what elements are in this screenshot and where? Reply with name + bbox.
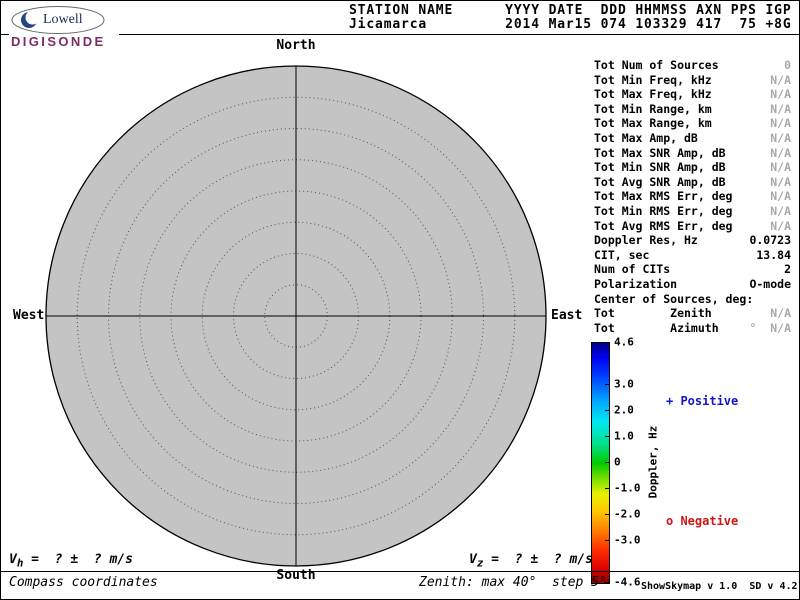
param-label: Tot Avg RMS Err, deg — [594, 218, 733, 233]
param-label: Num of CITs — [594, 262, 671, 277]
header-field-names: STATION NAME YYYY DATE DDD HHMMSS AXN PP… — [349, 3, 792, 18]
colorbar-tick-mark — [605, 409, 610, 411]
param-value: N/A — [770, 101, 791, 116]
param-row: Tot Min Range, km N/A — [594, 102, 791, 117]
param-label: Tot Max Freq, kHz — [594, 87, 712, 102]
param-row: Tot Min Freq, kHz N/A — [594, 73, 791, 88]
param-value: N/A — [770, 145, 791, 160]
zenith-scale-note: Zenith: max 40° step 5° — [419, 575, 607, 590]
coordinates-note: Compass coordinates — [9, 575, 158, 590]
param-row: Tot Min SNR Amp, dB N/A — [594, 160, 791, 175]
param-label: Polarization — [594, 276, 678, 291]
footer-divider — [1, 571, 799, 572]
param-row: Tot Zenith N/A — [594, 306, 791, 321]
logo-brand-text: Lowell — [43, 12, 83, 27]
colorbar-title: Doppler, Hz — [646, 425, 660, 499]
param-value: N/A — [770, 189, 791, 204]
horizontal-velocity-readout: Vh = ? ± ? m/s — [9, 552, 133, 570]
legend-positive: + Positive — [666, 394, 739, 408]
colorbar-tick-label: 0 — [614, 455, 621, 469]
colorbar-tick-label: -4.6 — [614, 575, 641, 589]
param-label: Tot Max Amp, dB — [594, 130, 698, 145]
software-version: ShowSkymap v 1.0 SD v 4.2 — [641, 581, 798, 592]
param-label: Tot Num of Sources — [594, 58, 719, 72]
param-label: Tot Avg SNR Amp, dB — [594, 174, 726, 189]
param-list: Tot Num of Sources 0 Tot Min Freq, kHz N/A T… — [594, 58, 791, 335]
param-value: ° N/A — [749, 320, 791, 335]
colorbar-tick-mark — [605, 540, 610, 542]
param-value: 0 — [784, 58, 791, 72]
param-value: 0.0723 — [749, 233, 791, 248]
param-value: N/A — [770, 87, 791, 102]
colorbar-tick-label: 4.6 — [614, 335, 634, 349]
param-row: Polarization O-mode — [594, 277, 791, 292]
param-value: 2 — [784, 262, 791, 277]
param-row: Tot Avg RMS Err, deg N/A — [594, 219, 791, 234]
param-row: Num of CITs 2 — [594, 262, 791, 277]
compass-label-east: East — [551, 308, 583, 323]
colorbar-tick-mark — [605, 342, 610, 343]
colorbar-tick-mark — [605, 488, 610, 490]
param-label: Tot Min Range, km — [594, 101, 712, 116]
doppler-colorbar — [591, 342, 610, 584]
colorbar-tick-label: 2.0 — [614, 403, 634, 417]
colorbar-tick-label: -1.0 — [614, 481, 641, 495]
colorbar-tick-label: -3.0 — [614, 533, 641, 547]
legend-negative: o Negative — [666, 514, 739, 528]
param-row: Doppler Res, Hz 0.0723 — [594, 233, 791, 248]
param-value: O-mode — [749, 276, 791, 291]
param-row: Tot Min RMS Err, deg N/A — [594, 204, 791, 219]
colorbar-tick-mark — [605, 383, 610, 385]
param-row: Tot Max Range, km N/A — [594, 116, 791, 131]
lowell-logo-ellipse — [11, 6, 105, 34]
colorbar-tick-label: -2.0 — [614, 507, 641, 521]
colorbar-tick-mark — [605, 462, 610, 463]
param-value: N/A — [770, 218, 791, 233]
param-row: Tot Max SNR Amp, dB N/A — [594, 146, 791, 161]
param-value: N/A — [770, 306, 791, 321]
colorbar-tick-label: 3.0 — [614, 377, 634, 391]
station-header: STATION NAME YYYY DATE DDD HHMMSS AXN PP… — [349, 4, 792, 32]
param-value: N/A — [770, 203, 791, 218]
param-value: N/A — [770, 174, 791, 189]
param-row: Tot Max Amp, dB N/A — [594, 131, 791, 146]
param-label: CIT, sec — [594, 247, 650, 262]
param-label: Tot Max SNR Amp, dB — [594, 145, 726, 160]
header-field-values: Jicamarca 2014 Mar15 074 103329 417 75 +… — [349, 17, 792, 32]
param-label: Tot Max RMS Err, deg — [594, 189, 733, 204]
param-row: Tot Max RMS Err, deg N/A — [594, 189, 791, 204]
compass-label-north: North — [276, 38, 316, 53]
colorbar-tick-mark — [605, 435, 610, 437]
param-label: Tot Zenith — [594, 306, 712, 321]
colorbar-tick-mark — [605, 582, 610, 583]
param-label: Tot Min Freq, kHz — [594, 72, 712, 87]
param-row: Tot Num of Sources 0 — [594, 58, 791, 73]
vertical-velocity-readout: Vz = ? ± ? m/s — [469, 552, 593, 570]
skymap-rim — [45, 65, 547, 567]
param-value: N/A — [770, 130, 791, 145]
param-label: Tot Azimuth — [594, 320, 719, 335]
param-row: Tot Azimuth ° N/A — [594, 321, 791, 336]
param-row: Tot Avg SNR Amp, dB N/A — [594, 175, 791, 190]
param-label: Doppler Res, Hz — [594, 233, 698, 248]
param-label: Tot Min SNR Amp, dB — [594, 160, 726, 175]
compass-label-west: West — [13, 308, 45, 323]
header-divider — [1, 34, 799, 35]
param-value: 13.84 — [756, 247, 791, 262]
param-label: Tot Min RMS Err, deg — [594, 203, 733, 218]
colorbar-tick-mark — [605, 514, 610, 516]
param-value: N/A — [770, 72, 791, 87]
colorbar-tick-label: 1.0 — [614, 429, 634, 443]
param-row: CIT, sec 13.84 — [594, 248, 791, 263]
digisonde-wordmark: DIGISONDE — [11, 34, 110, 49]
param-value: N/A — [770, 160, 791, 175]
param-label: Center of Sources, deg: — [594, 291, 754, 306]
param-label: Tot Max Range, km — [594, 116, 712, 131]
param-row: Center of Sources, deg: — [594, 292, 791, 307]
param-value: N/A — [770, 116, 791, 131]
param-row: Tot Max Freq, kHz N/A — [594, 87, 791, 102]
